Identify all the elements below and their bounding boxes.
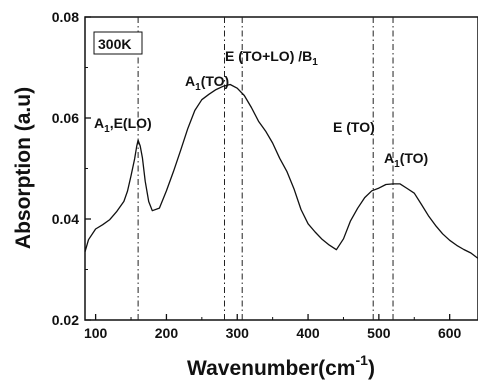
x-axis-title: Wavenumber(cm-1) — [187, 352, 375, 380]
annotation-e-to-lo-b1: E (TO+LO) /B1 — [225, 48, 318, 68]
x-tick-label: 500 — [367, 325, 391, 341]
annotation-a1-to-high: A1(TO) — [384, 150, 428, 170]
y-axis-ticks: 0.02 0.04 0.06 0.08 — [52, 9, 91, 328]
x-tick-label: 200 — [155, 325, 179, 341]
y-tick-label: 0.06 — [52, 110, 79, 126]
x-tick-label: 400 — [296, 325, 320, 341]
temperature-label: 300K — [98, 36, 131, 52]
temperature-label-box — [93, 31, 143, 55]
x-tick-label: 100 — [84, 325, 108, 341]
y-tick-label: 0.08 — [52, 9, 79, 25]
x-axis-ticks: 100 200 300 400 500 600 — [84, 314, 462, 341]
x-tick-label: 600 — [438, 325, 462, 341]
mode-lines — [137, 17, 394, 320]
annotation-e-to: E (TO) — [333, 119, 375, 135]
y-tick-label: 0.02 — [52, 312, 79, 328]
x-tick-label: 300 — [226, 325, 250, 341]
absorption-spectrum-line — [84, 83, 478, 259]
annotation-a1-e-lo: A1,E(LO) — [94, 115, 152, 135]
y-axis-title: Absorption (a.u) — [12, 87, 35, 249]
annotation-a1-to-low: A1(TO) — [185, 73, 229, 93]
y-tick-label: 0.04 — [52, 211, 79, 227]
